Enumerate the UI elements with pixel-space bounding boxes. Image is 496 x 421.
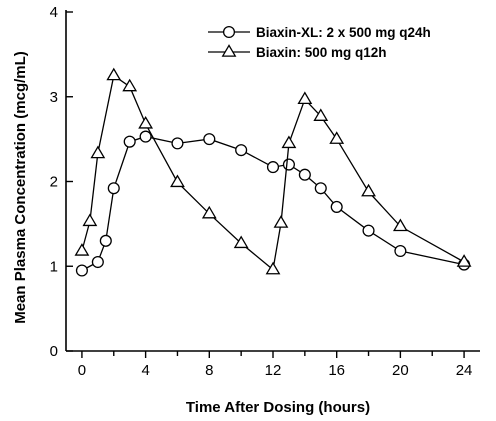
data-point-circle: [266, 161, 280, 174]
data-point-triangle: [90, 145, 106, 159]
data-point-circle: [282, 158, 295, 171]
series-line-2: [81, 74, 465, 271]
data-point-triangle: [313, 108, 329, 121]
data-point-circle: [394, 244, 407, 258]
axes: [65, 10, 480, 352]
y-tick-label-3: 3: [50, 89, 58, 106]
data-point-triangle: [392, 218, 408, 232]
series-layer: [74, 67, 472, 277]
data-point-triangle: [233, 235, 249, 249]
data-point-triangle: [297, 91, 313, 105]
legend-entry-2: Biaxin: 500 mg q12h: [208, 44, 387, 60]
data-point-triangle: [456, 254, 472, 267]
data-point-circle: [139, 130, 152, 143]
data-point-circle: [171, 137, 184, 150]
x-tick-label-8: 8: [205, 362, 213, 379]
data-point-triangle: [82, 213, 98, 227]
data-point-circle: [298, 168, 311, 181]
y-axis-title: Mean Plasma Concentration (mcg/mL): [12, 51, 29, 324]
x-tick-label-20: 20: [392, 362, 409, 379]
x-tick-label-12: 12: [265, 362, 282, 379]
y-tick-label-0: 0: [50, 343, 58, 360]
data-point-circle: [107, 182, 120, 195]
legend: Biaxin-XL: 2 x 500 mg q24h Biaxin: 500 mg…: [208, 25, 431, 60]
data-point-triangle: [170, 174, 185, 188]
x-tick-label-24: 24: [456, 362, 473, 379]
x-axis-title: Time After Dosing (hours): [186, 399, 370, 416]
data-point-circle: [235, 144, 248, 157]
x-tick-label-16: 16: [328, 362, 345, 379]
series-biaxin: [74, 67, 472, 275]
x-tick-label-4: 4: [141, 362, 149, 379]
data-point-triangle: [138, 115, 154, 129]
legend-circle-marker: [222, 25, 236, 39]
data-point-triangle: [122, 78, 138, 92]
data-point-circle: [203, 133, 216, 146]
data-point-circle: [91, 255, 104, 269]
data-point-triangle: [281, 135, 297, 149]
data-point-circle: [314, 182, 327, 195]
data-point-circle: [75, 264, 88, 277]
data-point-triangle: [74, 243, 90, 256]
y-tick-label-4: 4: [50, 4, 58, 21]
legend-label: Biaxin: 500 mg q12h: [256, 45, 387, 60]
data-point-circle: [330, 200, 343, 213]
data-point-triangle: [201, 205, 217, 219]
series-line-1: [81, 135, 465, 272]
data-point-circle: [362, 224, 375, 237]
data-point-triangle: [265, 261, 281, 275]
legend-triangle-marker: [221, 44, 237, 57]
y-axis-ticks: 0 1 2 3 4: [50, 4, 73, 360]
data-point-triangle: [106, 67, 122, 81]
legend-label: Biaxin-XL: 2 x 500 mg q24h: [256, 25, 431, 40]
legend-entry-1: Biaxin-XL: 2 x 500 mg q24h: [208, 25, 431, 40]
y-tick-label-2: 2: [50, 174, 58, 191]
data-point-triangle: [361, 183, 376, 197]
x-axis-ticks: 0 4 8 12 16 20 24: [78, 351, 473, 379]
y-tick-label-1: 1: [50, 258, 58, 275]
data-point-triangle: [273, 215, 289, 228]
data-point-circle: [123, 135, 136, 148]
data-point-triangle: [329, 131, 345, 144]
series-biaxin-xl: [75, 130, 471, 277]
data-point-circle: [99, 234, 112, 247]
x-tick-label-0: 0: [78, 362, 86, 379]
